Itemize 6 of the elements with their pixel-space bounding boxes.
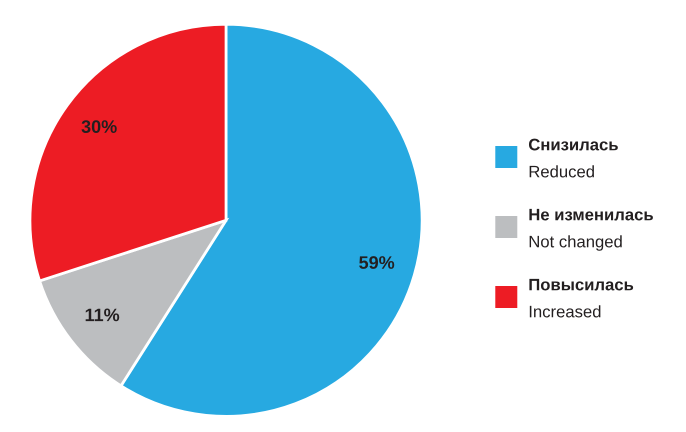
data-label: 59% bbox=[359, 256, 394, 269]
legend-label: Повысилась Increased bbox=[529, 278, 634, 318]
legend-label: Снизилась Reduced bbox=[528, 138, 618, 178]
data-label: 11% bbox=[86, 308, 120, 322]
legend-label: Не изменилась Not changed bbox=[529, 208, 653, 251]
data-label: 30% bbox=[82, 120, 117, 134]
